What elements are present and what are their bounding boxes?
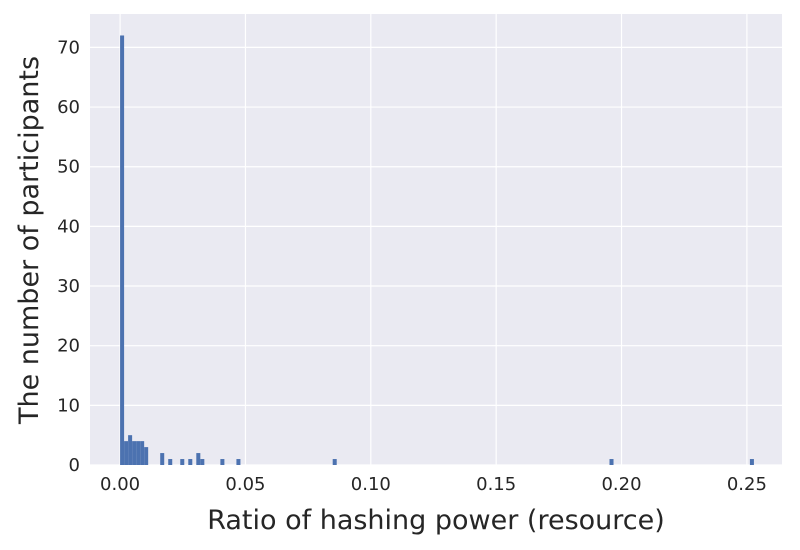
x-tick-label-4: 0.20	[601, 474, 641, 495]
histogram-bar-6	[144, 447, 149, 465]
x-axis-ticks: 0.00 0.05 0.10 0.15 0.20 0.25	[100, 474, 767, 495]
x-tick-label-2: 0.10	[351, 474, 391, 495]
histogram-bar-5	[140, 441, 145, 465]
x-axis-label: Ratio of hashing power (resource)	[207, 505, 665, 536]
histogram-bar-15	[332, 459, 337, 465]
y-tick-label-4: 40	[57, 216, 80, 237]
histogram-bar-2	[128, 435, 133, 465]
histogram-bar-8	[168, 459, 173, 465]
histogram-bar-3	[132, 441, 137, 465]
histogram-bar-0	[120, 35, 125, 465]
y-tick-label-3: 30	[57, 276, 80, 297]
y-axis-ticks: 0 10 20 30 40 50 60 70	[57, 37, 80, 476]
x-tick-label-5: 0.25	[727, 474, 767, 495]
histogram-bar-16	[609, 459, 614, 465]
histogram-bars	[120, 35, 754, 465]
histogram-bar-14	[236, 459, 241, 465]
histogram-bar-17	[749, 459, 754, 465]
x-tick-label-3: 0.15	[476, 474, 516, 495]
histogram-bar-11	[196, 453, 201, 465]
histogram-bar-9	[180, 459, 185, 465]
histogram-bar-7	[160, 453, 165, 465]
y-tick-label-0: 0	[69, 455, 80, 476]
y-tick-label-6: 60	[57, 97, 80, 118]
histogram-bar-10	[188, 459, 193, 465]
histogram-bar-13	[220, 459, 225, 465]
y-axis-label: The number of participants	[14, 56, 45, 425]
y-tick-label-7: 70	[57, 37, 80, 58]
x-tick-label-0: 0.00	[100, 474, 140, 495]
y-tick-label-2: 20	[57, 336, 80, 357]
histogram-bar-4	[136, 441, 141, 465]
grid-lines	[90, 14, 782, 466]
x-tick-label-1: 0.05	[225, 474, 265, 495]
plot-area	[90, 14, 782, 465]
y-tick-label-1: 10	[57, 395, 80, 416]
y-tick-label-5: 50	[57, 157, 80, 178]
histogram-bar-12	[200, 459, 205, 465]
histogram-bar-1	[124, 441, 129, 465]
